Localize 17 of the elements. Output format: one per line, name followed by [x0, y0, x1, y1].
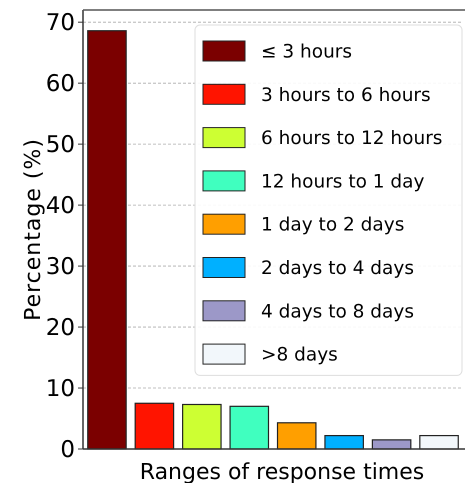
legend-label: 4 days to 8 days	[261, 301, 414, 322]
legend-label: ≤ 3 hours	[261, 41, 352, 62]
y-tick-label: 20	[46, 315, 75, 342]
y-tick-label: 30	[46, 254, 75, 280]
legend-label: 2 days to 4 days	[261, 258, 414, 279]
y-tick-label: 0	[60, 437, 75, 464]
y-tick-label: 50	[46, 132, 75, 158]
legend-label: 3 hours to 6 hours	[261, 84, 431, 106]
y-axis-title: Percentage (%)	[21, 138, 46, 321]
legend-label: 1 day to 2 days	[261, 214, 404, 236]
y-tick-label: 10	[46, 376, 75, 402]
y-tick-label: 40	[46, 193, 75, 220]
legend-label: >8 days	[261, 344, 338, 366]
legend-label: 12 hours to 1 day	[261, 171, 424, 192]
y-tick-label: 70	[46, 10, 75, 36]
y-tick-label: 60	[46, 71, 75, 98]
legend-label: 6 hours to 12 hours	[261, 128, 442, 150]
